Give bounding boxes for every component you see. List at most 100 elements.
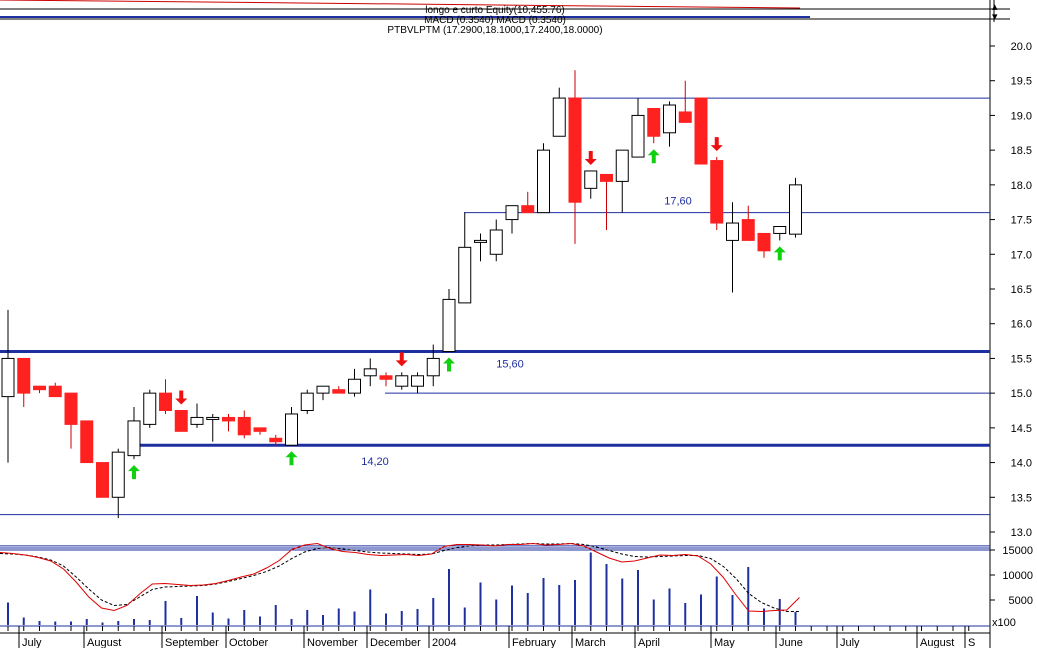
candle-body-2 [33,385,46,391]
candle-body-16 [253,427,267,432]
candle-body-26 [411,375,424,387]
level-label-1: 15,60 [496,358,524,370]
month-label-6: 2004 [432,637,456,648]
candle-body-45 [710,160,724,224]
month-label-3: October [229,637,268,648]
price-tick-label-11: 14.5 [1011,423,1032,435]
arrow-down-icon-3 [710,137,723,152]
candle-body-38 [600,173,613,182]
candle-body-40 [631,114,645,158]
arrow-up-icon-0 [128,465,140,480]
candle-body-20 [316,385,330,394]
price-tick-label-7: 16.5 [1011,284,1032,296]
price-tick-label-0: 20.0 [1011,41,1032,53]
candle-body-0 [1,357,15,398]
scroll-down-icon[interactable]: ▾ [992,11,998,23]
candle-body-34 [537,149,550,214]
header-macd-label: MACD (0.3540) MACD (0.3540) [424,15,566,26]
candle-body-13 [206,416,220,420]
candle-body-6 [96,462,109,498]
volume-multiplier: x100 [992,617,1016,629]
level-label-0: 17,60 [664,196,692,208]
candle-body-50 [789,184,802,235]
arrow-up-icon-2 [443,357,455,372]
candle-body-10 [159,392,172,411]
candle-body-22 [348,378,361,394]
arrow-up-icon-3 [647,149,660,164]
arrow-down-icon-2 [584,150,597,165]
candle-body-49 [773,226,787,234]
month-label-12: July [840,637,860,648]
candle-body-31 [489,229,503,255]
oscillator-signal-line [0,542,800,612]
candle-body-29 [458,246,472,304]
candle-body-15 [237,416,251,436]
volume-layer [0,542,990,627]
candle-body-36 [568,97,582,203]
candle-body-41 [647,107,661,137]
volume-tick-label-2: 5000 [1009,595,1033,607]
candle-body-39 [615,149,629,182]
candle-body-27 [426,357,440,377]
month-label-1: August [87,637,121,648]
candle-body-1 [17,357,31,394]
candle-body-32 [505,205,519,221]
month-label-5: December [370,637,421,648]
month-label-11: June [779,637,803,648]
candle-body-17 [269,437,283,443]
candle-body-9 [143,392,157,425]
volume-tick-label-0: 15000 [1002,545,1033,557]
arrow-up-icon-4 [773,246,786,261]
candle-body-7 [111,451,125,498]
month-label-9: April [638,637,660,648]
candle-body-47 [741,219,755,241]
price-tick-label-10: 15.0 [1011,388,1032,400]
candle-body-3 [48,385,62,398]
candle-body-19 [300,392,314,411]
candle-body-46 [726,222,739,241]
arrow-up-icon-1 [285,451,298,466]
month-label-0: July [22,637,42,648]
header-series-label: PTBVLPTM (17.2900,18.1000,17.2400,18.000… [387,25,602,36]
candle-body-8 [127,420,141,457]
month-label-4: November [307,637,358,648]
candle-body-11 [174,410,188,432]
oscillator-line [0,542,800,613]
candle-body-33 [521,205,535,214]
candle-body-24 [379,375,393,380]
candle-body-23 [363,368,377,377]
time-axis: July August September October November Decemb… [7,626,975,648]
candle-body-12 [190,416,204,425]
header-equity-label: longo e curto Equity(10,455.76) [425,5,565,16]
price-axis: 20.0 19.5 19.0 18.5 18.0 17.5 17.0 16.5 16.0 15.5… [990,41,1032,539]
candle-body-4 [64,392,78,425]
arrow-down-icon-1 [395,352,408,367]
month-label-14: S [968,637,975,648]
month-label-2: September [165,637,219,648]
scroll-up-icon[interactable]: ▴ [992,1,998,13]
candle-body-18 [285,413,298,446]
price-tick-label-9: 15.5 [1011,353,1032,365]
levels-layer: 17,60 15,60 14,20 [0,97,990,547]
candle-body-44 [694,97,708,165]
price-tick-label-14: 13.0 [1011,527,1032,539]
price-tick-label-6: 17.0 [1011,249,1032,261]
candle-body-5 [80,420,94,464]
volume-tick-label-1: 10000 [1002,570,1033,582]
candle-body-28 [442,298,456,352]
price-tick-label-2: 19.0 [1011,110,1032,122]
candle-body-30 [474,239,487,243]
candle-body-21 [332,389,346,394]
volume-axis: 15000 10000 5000 [990,545,1033,607]
price-tick-label-12: 14.0 [1011,458,1032,470]
header-equity-line [0,0,801,9]
level-label-2: 14,20 [361,456,389,468]
signals-layer [128,137,786,480]
arrow-down-icon-0 [175,390,188,405]
month-label-7: February [512,637,557,648]
candle-body-37 [584,170,598,189]
month-label-13: August [920,637,954,648]
price-tick-label-4: 18.0 [1011,180,1032,192]
price-tick-label-3: 18.5 [1011,145,1032,157]
price-tick-label-13: 13.5 [1011,492,1032,504]
